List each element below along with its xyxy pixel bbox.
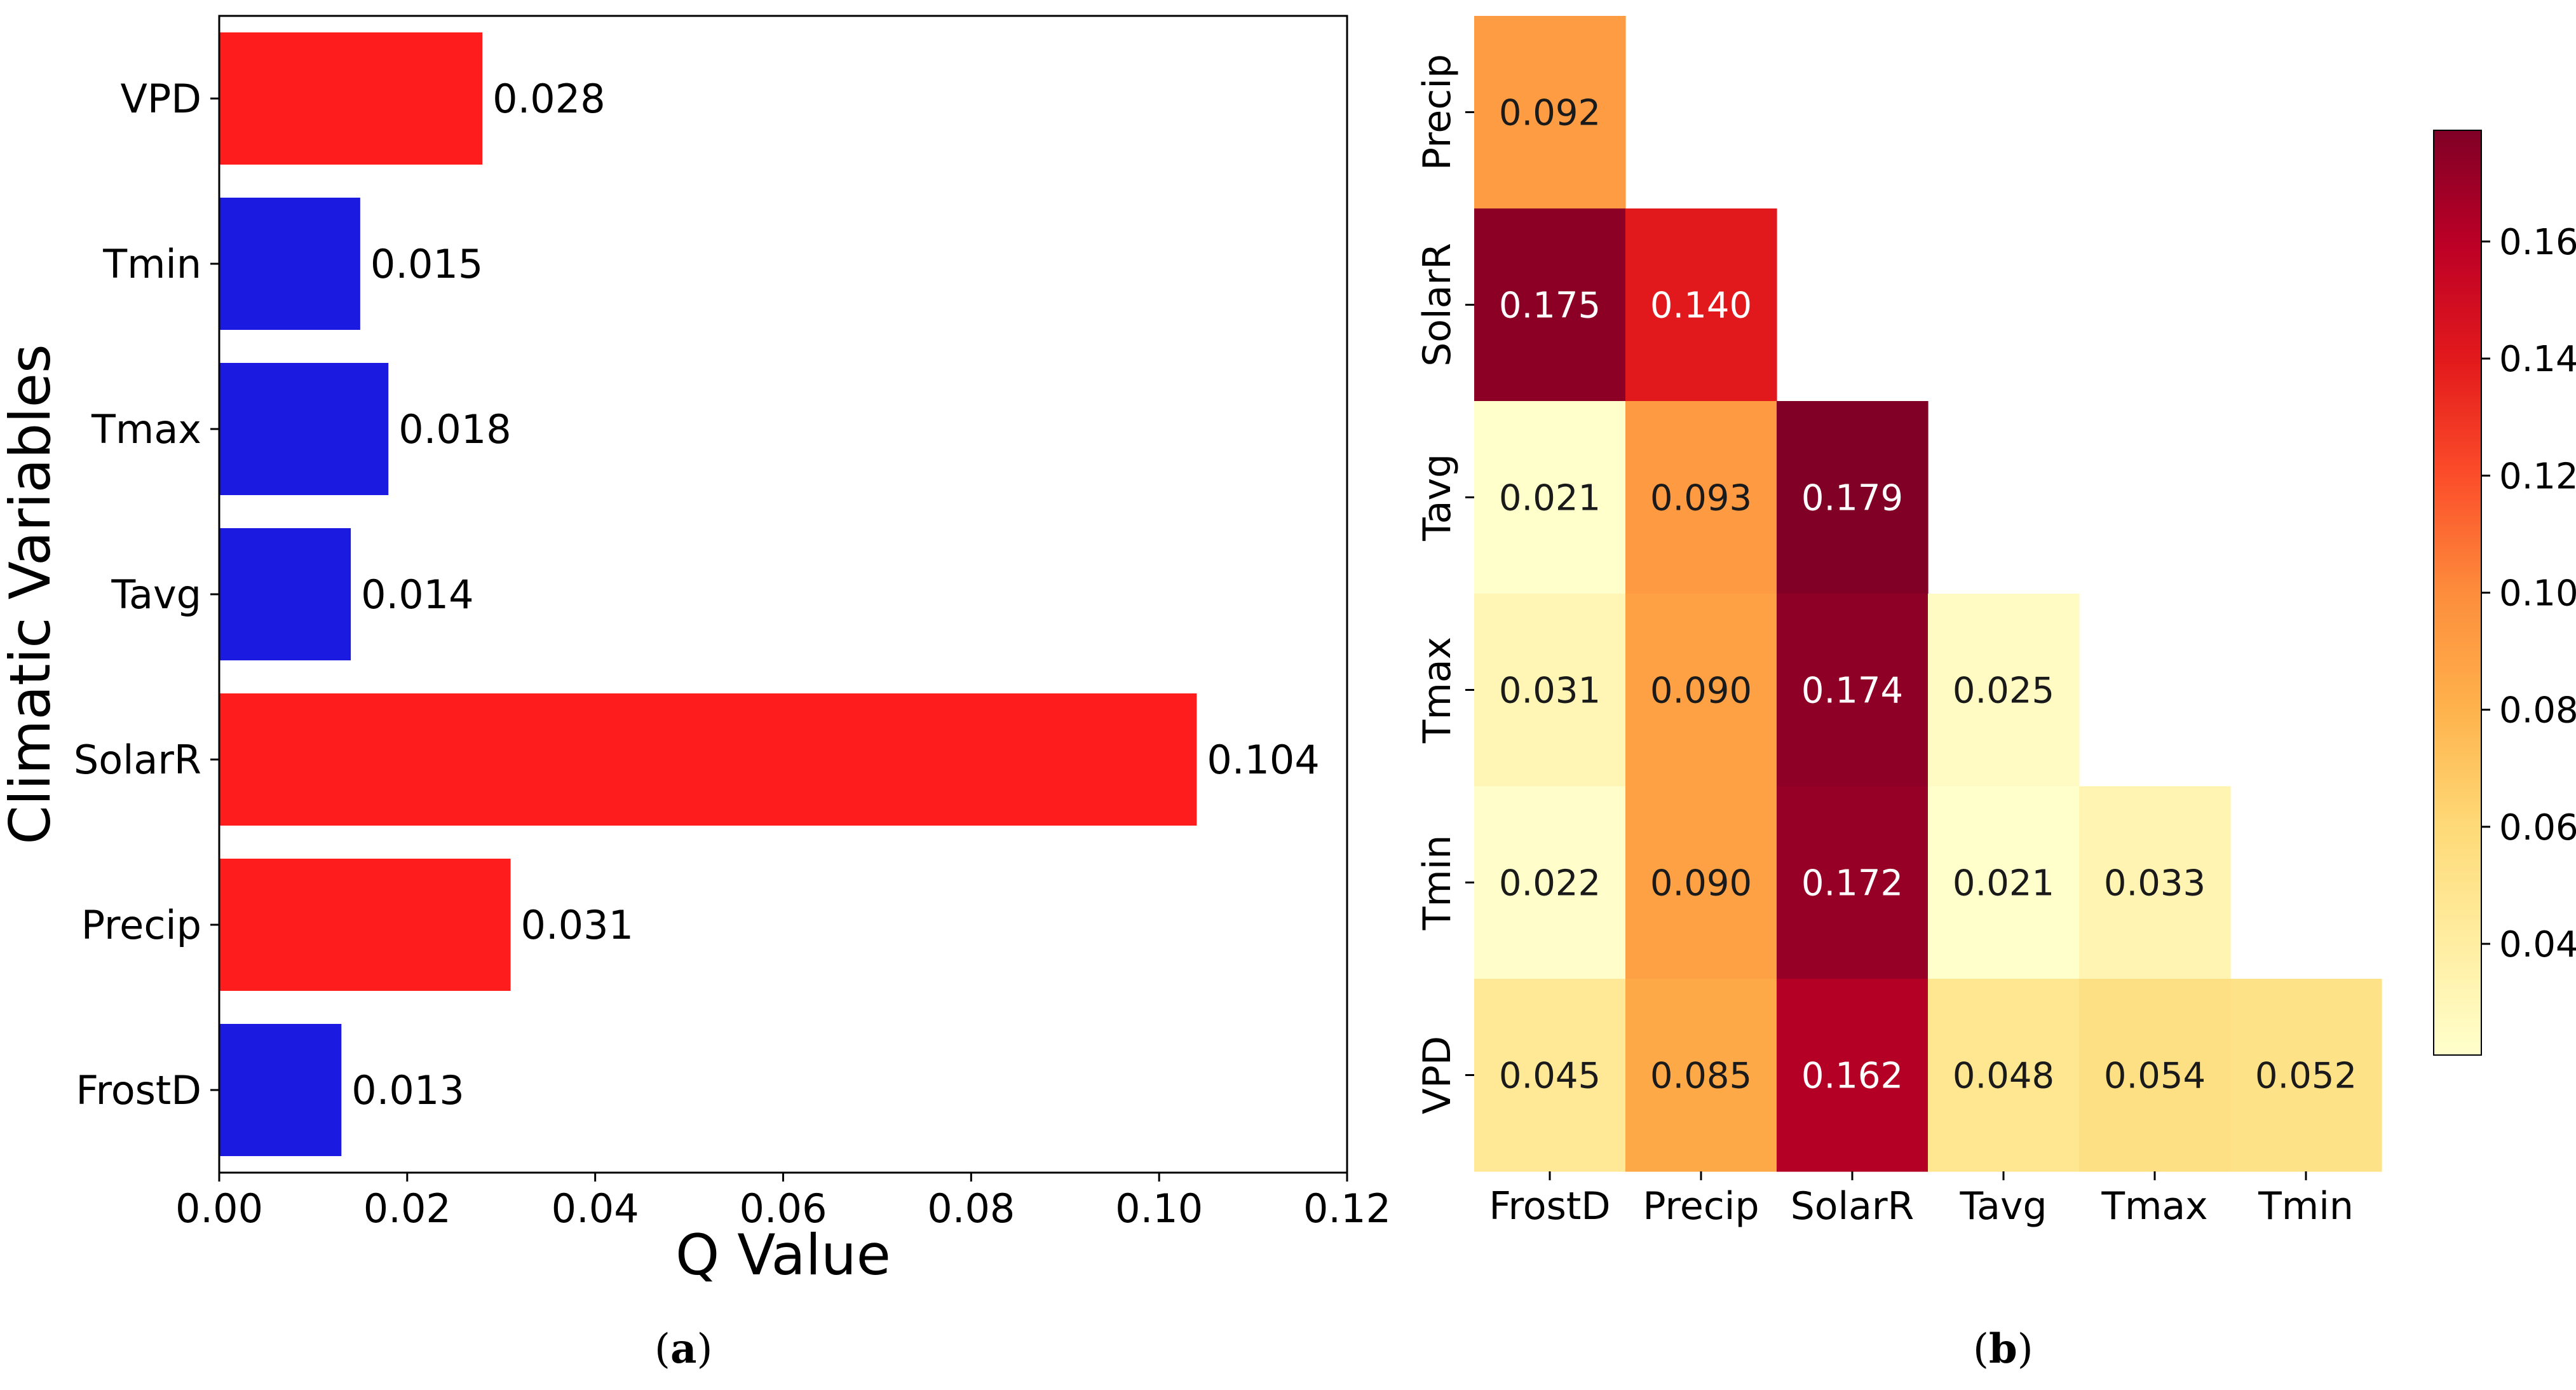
- heatmap-cell: [1625, 594, 1777, 787]
- colorbar-tick-label: 0.12: [2499, 456, 2576, 497]
- heatmap-cell-label: 0.090: [1650, 671, 1752, 712]
- heatmap-cell-label: 0.140: [1650, 285, 1752, 327]
- heatmap-cell-label: 0.021: [1499, 478, 1601, 519]
- bar-value-label: 0.015: [370, 241, 484, 287]
- heatmap-cell-label: 0.031: [1499, 671, 1601, 712]
- bar-frostd: [219, 1024, 342, 1156]
- bar-chart-a: 0.028 VPD 0.015 Tmin 0.018 Tmax 0.014 Tavg 0.104…: [0, 15, 1391, 1288]
- y-tick-label: VPD: [120, 76, 201, 122]
- bar-vpd: [219, 32, 483, 165]
- colorbar-gradient: [2434, 130, 2481, 1055]
- panel-label-a: (a): [654, 1325, 713, 1373]
- heatmap-cell: [1474, 979, 1626, 1172]
- heatmap-cell-label: 0.172: [1801, 863, 1903, 904]
- heatmap-cell: [1625, 786, 1777, 979]
- heatmap-cell-label: 0.174: [1801, 671, 1903, 712]
- x-tick-label: 0.10: [1115, 1185, 1203, 1232]
- y-tick-label: Precip: [81, 902, 201, 948]
- heatmap-cell: [1928, 594, 2080, 787]
- y-axis-label: Climatic Variables: [0, 344, 63, 844]
- heatmap-cell-label: 0.175: [1499, 285, 1601, 327]
- x-tick-label: 0.08: [927, 1185, 1015, 1232]
- colorbar: 0.04 0.06 0.08 0.10 0.12 0.14 0.16: [2433, 130, 2576, 1056]
- colorbar-tick-label: 0.08: [2499, 690, 2576, 732]
- bar-precip: [219, 859, 511, 991]
- y-tick-label: FrostD: [76, 1067, 201, 1114]
- heatmap-cell: [1928, 786, 2080, 979]
- bar-value-label: 0.028: [492, 76, 606, 122]
- column-label: Tmin: [2258, 1184, 2354, 1229]
- y-tick-label: Tmin: [102, 241, 201, 287]
- y-tick-label: Tavg: [111, 571, 201, 618]
- heatmap-cell: [1474, 594, 1626, 787]
- heatmap-cell: [1777, 979, 1929, 1172]
- row-label: Tmin: [1415, 835, 1460, 931]
- bar-value-label: 0.014: [361, 571, 474, 618]
- column-label: Tmax: [2101, 1184, 2207, 1229]
- heatmap-cell: [1928, 979, 2080, 1172]
- x-axis-label: Q Value: [675, 1222, 891, 1288]
- heatmap-cell: [1474, 786, 1626, 979]
- bar-tmax: [219, 363, 389, 495]
- heatmap-cell: [1625, 401, 1777, 594]
- column-label: Tavg: [1959, 1184, 2047, 1229]
- heatmap-cell: [1474, 208, 1626, 402]
- colorbar-tick-label: 0.16: [2499, 222, 2576, 263]
- heatmap-cell-label: 0.022: [1499, 863, 1601, 904]
- plot-frame: [218, 15, 1348, 1174]
- bar-value-label: 0.013: [351, 1067, 464, 1114]
- row-label: Precip: [1415, 54, 1460, 170]
- heatmap-cell: [1474, 401, 1626, 594]
- heatmap-cell-label: 0.090: [1650, 863, 1752, 904]
- bar-value-label: 0.104: [1207, 737, 1320, 783]
- heatmap-cell-label: 0.179: [1801, 478, 1903, 519]
- y-tick-label: SolarR: [74, 737, 201, 783]
- x-tick-label: 0.02: [363, 1185, 451, 1232]
- heatmap-cell-label: 0.048: [1953, 1056, 2054, 1097]
- heatmap-cell-label: 0.085: [1650, 1056, 1752, 1097]
- heatmap-cell: [2079, 786, 2231, 979]
- heatmap-cell: [2079, 979, 2231, 1172]
- heatmap-cell-label: 0.092: [1499, 93, 1601, 134]
- heatmap-cell-label: 0.054: [2104, 1056, 2206, 1097]
- heatmap-cell: [1474, 16, 1626, 209]
- heatmap-cell-label: 0.033: [2104, 863, 2206, 904]
- colorbar-tick-label: 0.04: [2499, 924, 2576, 965]
- x-tick-label: 0.00: [175, 1185, 263, 1232]
- colorbar-tick-label: 0.10: [2499, 573, 2576, 615]
- row-label: SolarR: [1415, 243, 1460, 367]
- bar-value-label: 0.031: [521, 902, 634, 948]
- row-label: Tavg: [1415, 454, 1460, 542]
- heatmap-cell: [1777, 594, 1929, 787]
- panel-label-b: (b): [1973, 1325, 2033, 1373]
- bar-value-label: 0.018: [398, 406, 512, 453]
- heatmap-cell: [1777, 401, 1929, 594]
- colorbar-tick-label: 0.14: [2499, 339, 2576, 380]
- column-label: SolarR: [1791, 1184, 1915, 1229]
- row-label: Tmax: [1415, 637, 1460, 744]
- heatmap-cell-label: 0.045: [1499, 1056, 1601, 1097]
- bar-solarr: [219, 693, 1197, 826]
- column-label: Precip: [1643, 1184, 1759, 1229]
- column-label: FrostD: [1489, 1184, 1610, 1229]
- heatmap-cell-label: 0.093: [1650, 478, 1752, 519]
- x-tick-label: 0.04: [552, 1185, 639, 1232]
- row-label: VPD: [1415, 1036, 1460, 1114]
- bar-tavg: [219, 528, 351, 660]
- heatmap-cell: [1625, 979, 1777, 1172]
- heatmap-b: 0.092 0.175 0.140 0.021 0.093 0.179 0.031 0.090…: [1415, 16, 2382, 1229]
- heatmap-cell-label: 0.025: [1953, 671, 2054, 712]
- heatmap-cell-label: 0.021: [1953, 863, 2054, 904]
- x-tick-label: 0.12: [1303, 1185, 1391, 1232]
- y-tick-label: Tmax: [91, 406, 201, 453]
- colorbar-tick-label: 0.06: [2499, 807, 2576, 848]
- heatmap-cell-label: 0.052: [2255, 1056, 2357, 1097]
- bar-tmin: [219, 198, 360, 330]
- heatmap-cell: [1777, 786, 1929, 979]
- x-tick-label: 0.06: [739, 1185, 827, 1232]
- heatmap-cell: [1625, 208, 1777, 402]
- heatmap-cell-label: 0.162: [1801, 1056, 1903, 1097]
- heatmap-cell: [2230, 979, 2382, 1172]
